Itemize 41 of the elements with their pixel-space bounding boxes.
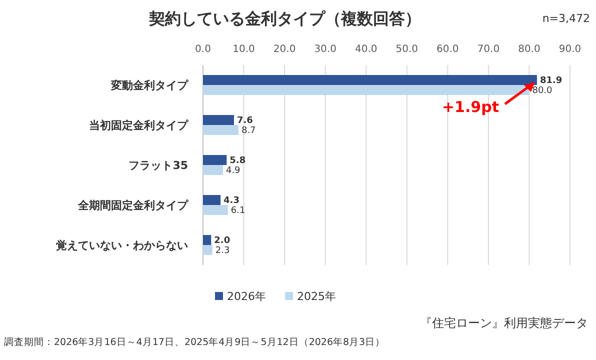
x-tick-label: 30.0 — [314, 44, 336, 55]
x-tick-label: 50.0 — [396, 44, 418, 55]
data-label: 2.0 — [214, 236, 230, 246]
data-label: 5.8 — [230, 156, 246, 166]
x-tick-label: 40.0 — [354, 44, 378, 55]
bar — [203, 75, 537, 85]
bar — [203, 115, 234, 125]
bar — [203, 235, 212, 245]
data-label: 2.3 — [215, 246, 230, 256]
data-label: 4.9 — [226, 166, 241, 176]
legend-label: 2025年 — [297, 290, 336, 303]
x-tick-label: 0.0 — [195, 44, 211, 55]
data-label: 7.6 — [236, 116, 253, 126]
bar — [203, 155, 227, 165]
legend-label: 2026年 — [227, 290, 266, 303]
x-tick-label: 80.0 — [518, 44, 540, 55]
bar — [203, 245, 212, 255]
text: 調査期間：2026年3月16日～4月17日、2025年4月9日～5月12日（2026年8月3日） — [4, 336, 386, 348]
data-label: 4.3 — [224, 196, 240, 206]
y-tick-label: 当初固定金利タイプ — [89, 119, 189, 132]
text: n=3,472 — [542, 12, 590, 25]
x-tick-label: 70.0 — [477, 44, 500, 55]
y-tick-label: 覚えていない・わからない — [56, 239, 188, 252]
y-tick-label: 全期間固定金利タイプ — [77, 199, 189, 212]
bar — [203, 165, 223, 175]
data-label: 6.1 — [230, 206, 246, 216]
x-tick-label: 60.0 — [436, 44, 459, 55]
y-tick-label: フラット35 — [128, 159, 188, 172]
data-label: 81.9 — [540, 76, 562, 86]
data-label: 80.0 — [532, 86, 553, 96]
bar — [203, 125, 238, 135]
x-tick-label: 90.0 — [558, 44, 582, 55]
annotation: +1.9pt — [442, 98, 500, 116]
text: 『住宅ローン』利用実態データ — [420, 316, 588, 330]
y-tick-label: 変動金利タイプ — [110, 79, 189, 92]
chart-title: 契約している金利タイプ（複数回答） — [148, 9, 421, 28]
x-tick-label: 10.0 — [232, 44, 255, 55]
data-label: 8.7 — [241, 126, 256, 136]
bar — [203, 195, 221, 205]
x-tick-label: 20.0 — [273, 44, 296, 55]
bar — [203, 205, 228, 215]
